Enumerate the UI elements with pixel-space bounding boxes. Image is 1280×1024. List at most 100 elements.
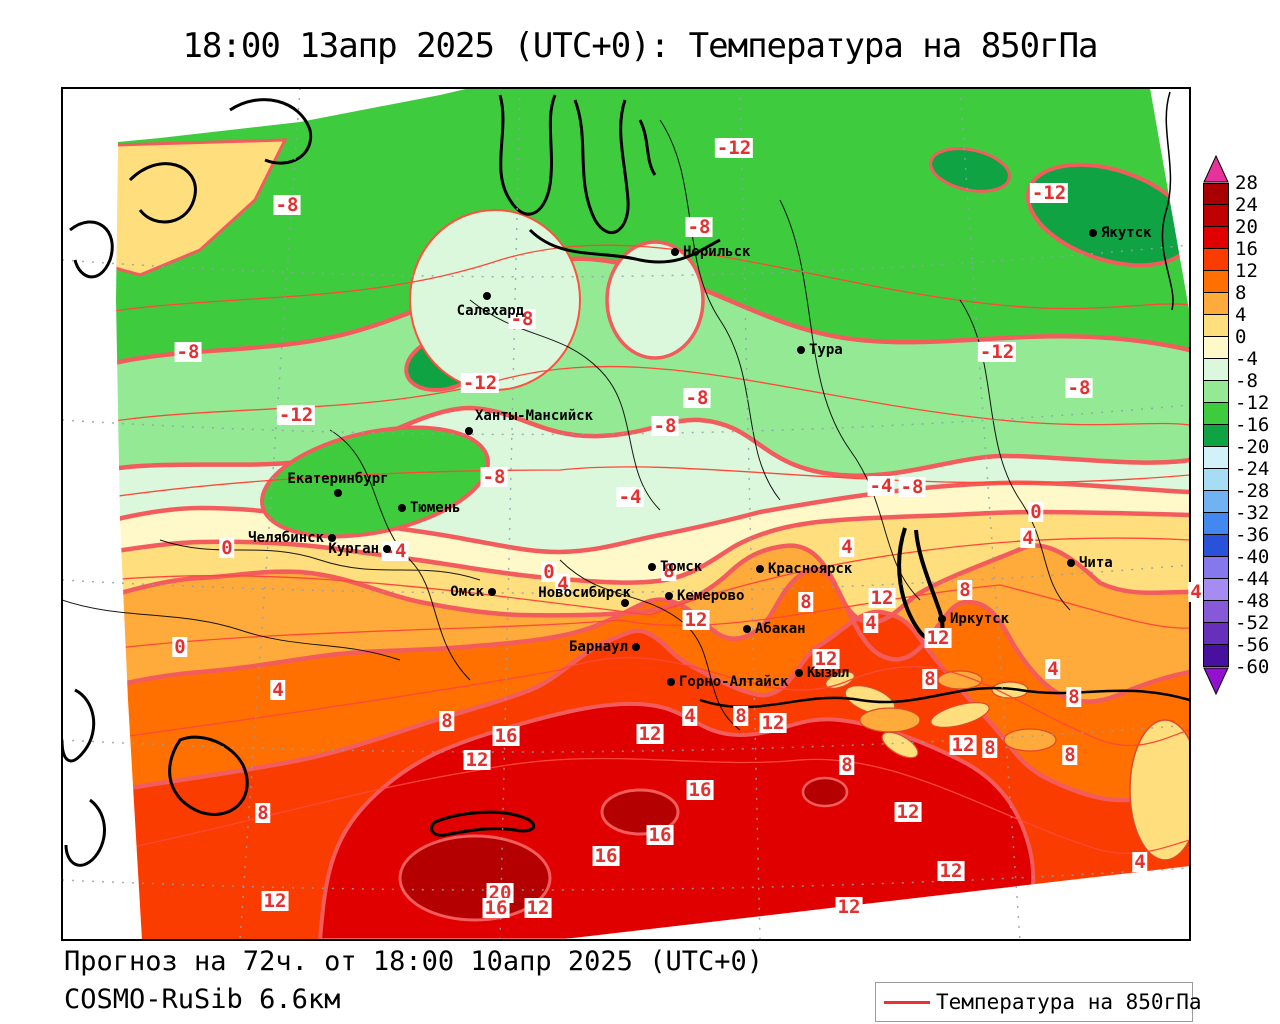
contour-label: 12 bbox=[463, 749, 491, 771]
colorbar-tick: -32 bbox=[1235, 502, 1270, 524]
city-label: Кызыл bbox=[807, 665, 850, 681]
contour-label: 12 bbox=[524, 897, 552, 919]
contour-label: 4 bbox=[1188, 581, 1204, 603]
colorbar-cell bbox=[1203, 227, 1229, 249]
contour-label: 4 bbox=[682, 705, 698, 727]
colorbar-cell bbox=[1203, 535, 1229, 557]
contour-label: 4 bbox=[1020, 527, 1036, 549]
colorbar-tick: 20 bbox=[1235, 216, 1258, 238]
contour-label: -8 bbox=[685, 216, 713, 238]
contour-label: 12 bbox=[835, 896, 863, 918]
city-dot bbox=[938, 615, 946, 623]
contour-label: 12 bbox=[636, 723, 664, 745]
colorbar-arrow-above-max bbox=[1203, 155, 1229, 183]
model-info: COSMO-RuSib 6.6км bbox=[64, 984, 341, 1015]
lake-outline bbox=[430, 810, 536, 837]
contour-label: 12 bbox=[868, 587, 896, 609]
colorbar-cell bbox=[1203, 359, 1229, 381]
city-label: Омск bbox=[450, 584, 484, 600]
city-label: Иркутск bbox=[950, 611, 1010, 627]
city-label: Чита bbox=[1079, 555, 1113, 571]
city-label: Челябинск bbox=[248, 530, 324, 546]
colorbar-tick: -12 bbox=[1235, 392, 1270, 414]
river-outside-domain bbox=[1161, 91, 1174, 311]
colorbar-cell bbox=[1203, 557, 1229, 579]
contour-label: 8 bbox=[1066, 686, 1082, 708]
colorbar-tick: 0 bbox=[1235, 326, 1247, 348]
colorbar-cells bbox=[1203, 183, 1229, 667]
cold-pocket bbox=[1025, 162, 1190, 268]
city-dot bbox=[648, 563, 656, 571]
legend-box: Температура на 850гПа bbox=[875, 982, 1202, 1022]
colorbar-tick: -36 bbox=[1235, 524, 1270, 546]
contour-label: -8 bbox=[1065, 377, 1093, 399]
colorbar-cell bbox=[1203, 381, 1229, 403]
city-dot bbox=[1089, 229, 1097, 237]
city-dot bbox=[488, 588, 496, 596]
colorbar-cell bbox=[1203, 293, 1229, 315]
contour-label: 4 bbox=[1045, 658, 1061, 680]
contour-label: 12 bbox=[682, 609, 710, 631]
warm-pocket-salekhard bbox=[409, 209, 581, 391]
contour-label: 16 bbox=[482, 897, 510, 919]
city-label: Екатеринбург bbox=[287, 471, 389, 487]
colorbar-tick: -4 bbox=[1235, 348, 1258, 370]
city-dot bbox=[743, 625, 751, 633]
city-dot bbox=[797, 346, 805, 354]
contour-label: 16 bbox=[592, 845, 620, 867]
mountain-mottle bbox=[825, 670, 1190, 861]
contour-label: 8 bbox=[661, 560, 677, 582]
city-label: Тура bbox=[809, 342, 843, 358]
contour-label: -12 bbox=[1029, 182, 1069, 204]
contour-label: -4 bbox=[867, 475, 895, 497]
contour-label: 8 bbox=[255, 802, 271, 824]
contour-label: -8 bbox=[651, 415, 679, 437]
contour-label: 12 bbox=[261, 890, 289, 912]
contour-label: -4 bbox=[616, 486, 644, 508]
contour-label: 0 bbox=[541, 561, 557, 583]
colorbar-tick: 8 bbox=[1235, 282, 1247, 304]
cold-pocket bbox=[929, 147, 1011, 193]
colorbar-cell bbox=[1203, 469, 1229, 491]
city-label: Томск bbox=[660, 559, 703, 575]
contour-label: 8 bbox=[922, 668, 938, 690]
city-dot bbox=[632, 643, 640, 651]
city-dot bbox=[383, 545, 391, 553]
city-label: Ханты-Мансийск bbox=[475, 408, 594, 424]
city-label: Салехард bbox=[456, 303, 525, 319]
city-label: Тюмень bbox=[410, 500, 461, 516]
contour-label: 8 bbox=[798, 591, 814, 613]
colorbar-tick: 16 bbox=[1235, 238, 1258, 260]
contour-label: 0 bbox=[172, 636, 188, 658]
contour-label: 4 bbox=[839, 536, 855, 558]
colorbar-cell bbox=[1203, 601, 1229, 623]
city-label: Кемерово bbox=[677, 588, 745, 604]
city-dot bbox=[621, 599, 629, 607]
colorbar-tick: 4 bbox=[1235, 304, 1247, 326]
coastline-outside-domain bbox=[62, 98, 313, 867]
contour-label: 4 bbox=[1132, 851, 1148, 873]
colorbar-cell bbox=[1203, 183, 1229, 205]
contour-label: -8 bbox=[898, 476, 926, 498]
city-dot bbox=[465, 427, 473, 435]
city-label: Абакан bbox=[755, 621, 806, 637]
city-label: Новосибирск bbox=[538, 585, 631, 601]
contour-label: 8 bbox=[957, 579, 973, 601]
city-dot bbox=[328, 534, 336, 542]
colorbar-tick: 24 bbox=[1235, 194, 1258, 216]
contour-label: 8 bbox=[839, 754, 855, 776]
colorbar-tick: -40 bbox=[1235, 546, 1270, 568]
legend-line-sample bbox=[884, 1000, 930, 1004]
contour-label: 4 bbox=[555, 573, 571, 595]
colorbar-tick: -56 bbox=[1235, 634, 1270, 656]
contour-label: -12 bbox=[460, 372, 500, 394]
city-dot bbox=[665, 592, 673, 600]
colorbar-tick: -48 bbox=[1235, 590, 1270, 612]
city-label: Горно-Алтайск bbox=[679, 674, 789, 690]
cold-tongue-ekaterinburg bbox=[260, 425, 490, 539]
contour-label: 12 bbox=[812, 648, 840, 670]
contour-label: 12 bbox=[894, 801, 922, 823]
page-title: 18:00 13апр 2025 (UTC+0): Температура на… bbox=[182, 26, 1098, 66]
